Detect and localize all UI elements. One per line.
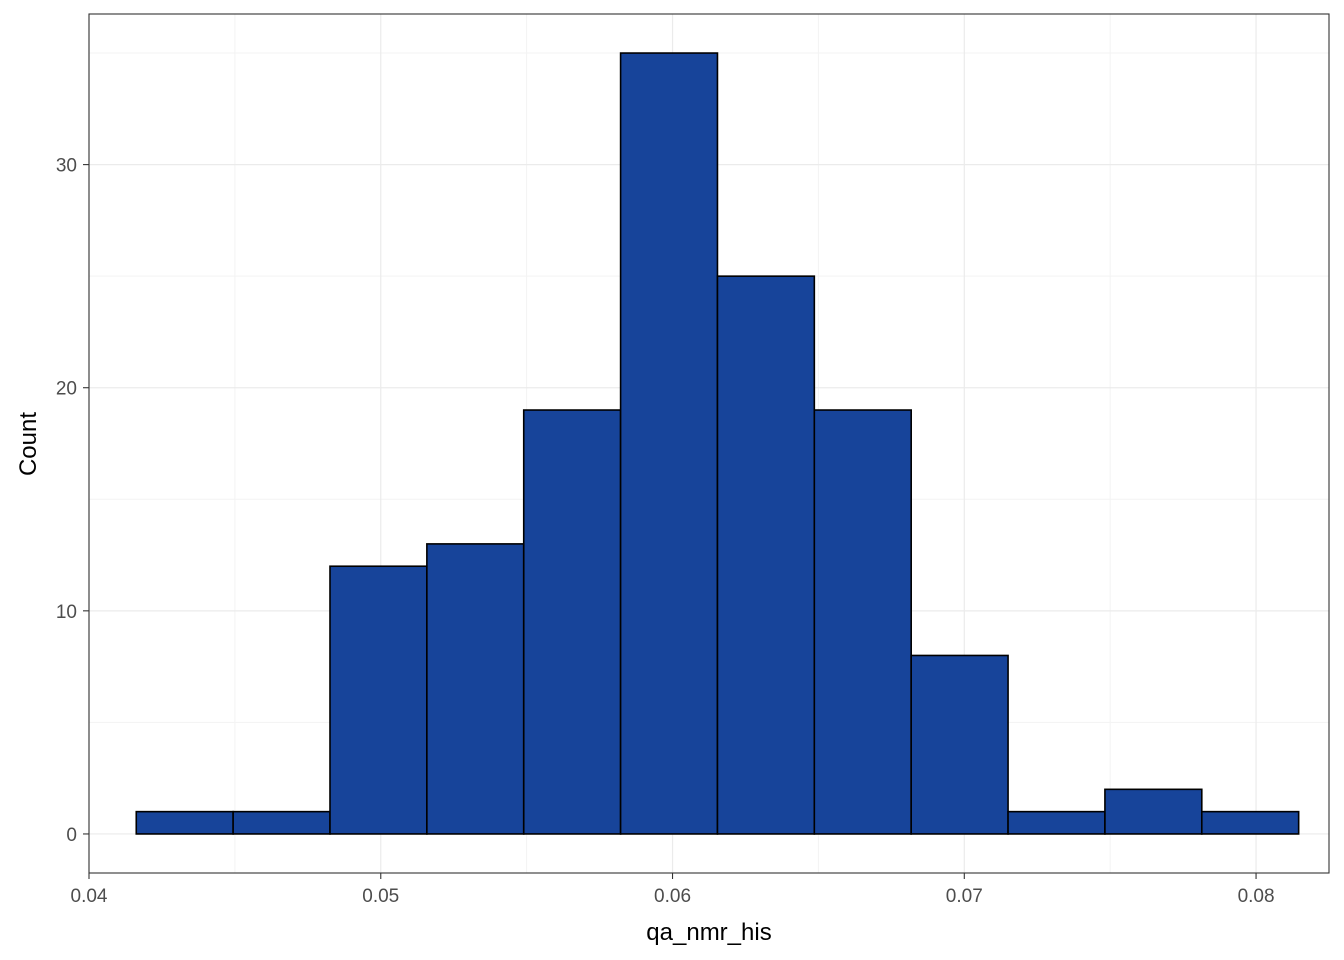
histogram-bars bbox=[135, 52, 1300, 835]
histogram-bar-6 bbox=[619, 52, 719, 835]
histogram-bar-11 bbox=[1104, 788, 1203, 835]
y-tick-label: 30 bbox=[56, 156, 77, 177]
x-tick-label: 0.07 bbox=[946, 886, 983, 907]
x-axis-title: qa_nmr_his bbox=[646, 919, 771, 946]
x-tick-label: 0.04 bbox=[71, 886, 108, 907]
x-tick-label: 0.08 bbox=[1238, 886, 1275, 907]
y-tick-label: 0 bbox=[66, 825, 77, 846]
histogram-bar-2 bbox=[232, 810, 331, 835]
y-tick-label: 10 bbox=[56, 602, 77, 623]
panel-border bbox=[88, 13, 1330, 874]
histogram-bar-4 bbox=[426, 543, 525, 835]
y-tick-label: 20 bbox=[56, 379, 77, 400]
y-axis-title: Count bbox=[15, 412, 42, 476]
histogram-bar-12 bbox=[1200, 810, 1300, 835]
y-axis-ticks: 0 10 20 30 bbox=[56, 156, 89, 846]
histogram-bar-8 bbox=[813, 409, 912, 835]
histogram-bar-9 bbox=[910, 654, 1009, 835]
x-tick-label: 0.05 bbox=[362, 886, 399, 907]
histogram-bar-10 bbox=[1007, 810, 1106, 835]
x-tick-label: 0.06 bbox=[654, 886, 691, 907]
x-axis-ticks: 0.04 0.05 0.06 0.07 0.08 bbox=[71, 873, 1275, 907]
histogram-bar-1 bbox=[135, 810, 234, 835]
histogram-bar-3 bbox=[329, 565, 428, 835]
histogram-bar-5 bbox=[522, 409, 622, 835]
histogram-bar-7 bbox=[716, 275, 816, 835]
